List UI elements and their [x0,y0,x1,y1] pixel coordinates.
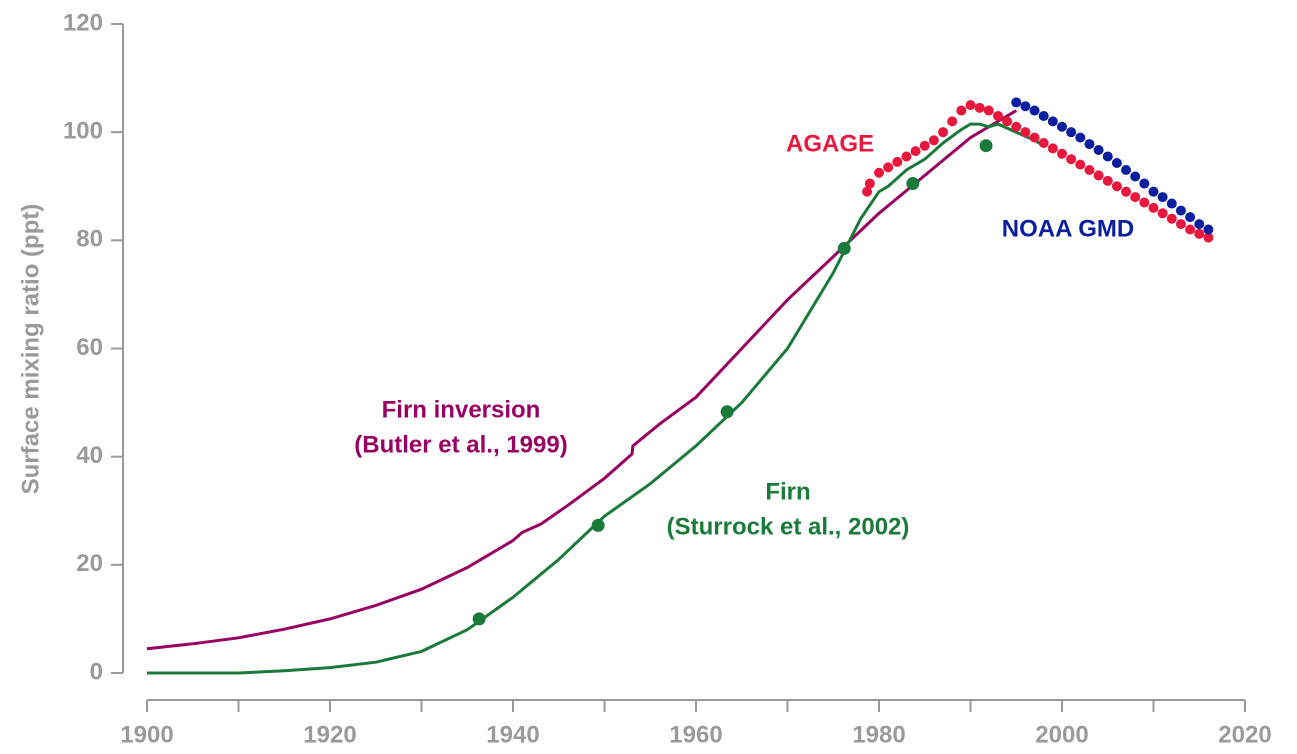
data-point [1011,97,1022,108]
x-tick-label: 1920 [303,721,356,748]
data-point [974,102,985,113]
data-point [1111,157,1122,168]
data-point [862,186,873,197]
data-point [864,178,875,189]
x-tick-label: 1900 [120,721,173,748]
data-point [910,146,921,157]
data-point [919,140,930,151]
data-point [1130,171,1141,182]
data-point [1038,137,1049,148]
data-point [874,167,884,178]
data-point [1157,192,1168,203]
data-point [1121,186,1132,197]
data-point [1157,208,1168,219]
y-tick-label: 40 [76,442,103,469]
data-point [1011,121,1022,132]
y-tick-label: 0 [90,658,103,685]
data-point [1111,181,1122,192]
annotation: Firn inversion [382,396,541,423]
data-point [1185,212,1196,223]
data-point [1175,219,1186,230]
data-point [1084,139,1095,150]
data-point [1038,110,1049,121]
data-point [1139,178,1150,189]
data-point [1047,143,1058,154]
data-point [1203,224,1214,235]
y-axis-label: Surface mixing ratio (ppt) [17,204,44,495]
data-point [892,156,903,167]
annotation: Firn [765,478,810,505]
x-tick-label: 1940 [486,721,539,748]
data-point [1139,197,1150,208]
y-tick-label: 20 [76,550,103,577]
data-point [901,151,912,162]
data-point [1020,101,1031,112]
data-point [1029,105,1040,116]
data-point [1002,116,1013,127]
data-point [956,105,967,116]
data-point [1029,132,1040,143]
data-point [938,127,949,138]
data-point [928,135,939,146]
data-point [1194,219,1205,230]
data-point [1066,154,1077,165]
data-point [883,162,894,173]
annotation: (Sturrock et al., 2002) [667,513,910,540]
data-point [1148,202,1159,213]
data-point [1066,127,1077,138]
y-tick-label: 60 [76,334,103,361]
data-point [1020,127,1031,138]
series-line [146,109,1018,651]
data-point [1166,198,1177,209]
data-point [1075,132,1086,143]
data-point [1057,121,1067,132]
annotation: AGAGE [786,130,874,157]
data-point [947,116,958,127]
data-point [1102,175,1113,186]
data-point [1057,148,1067,159]
data-point [837,241,851,255]
data-point [1148,186,1159,197]
data-point [472,612,486,626]
data-point [1175,205,1186,216]
data-point [983,105,994,116]
data-point [906,177,920,191]
data-point [591,518,605,532]
series-line [147,122,1045,675]
data-point [720,405,734,419]
data-point [1075,159,1086,170]
data-point [1093,170,1104,181]
data-point [1093,145,1104,156]
annotation: NOAA GMD [1002,215,1134,242]
data-point [1084,165,1095,176]
data-point [1047,116,1058,127]
x-tick-label: 2000 [1035,721,1088,748]
y-tick-label: 80 [76,226,103,253]
y-tick-label: 100 [63,118,103,145]
data-point [965,100,976,111]
data-point [1102,151,1113,162]
data-point [1194,228,1205,239]
data-point [1203,232,1214,243]
y-tick-label: 120 [63,9,103,36]
data-point [1130,192,1141,203]
data-point [979,139,993,153]
annotation: (Butler et al., 1999) [354,431,567,458]
x-tick-label: 2020 [1218,721,1271,748]
data-point [1185,224,1196,235]
data-point [992,110,1003,121]
x-tick-label: 1960 [669,721,722,748]
data-point [1121,165,1132,176]
x-tick-label: 1980 [852,721,905,748]
data-point [1166,213,1177,224]
